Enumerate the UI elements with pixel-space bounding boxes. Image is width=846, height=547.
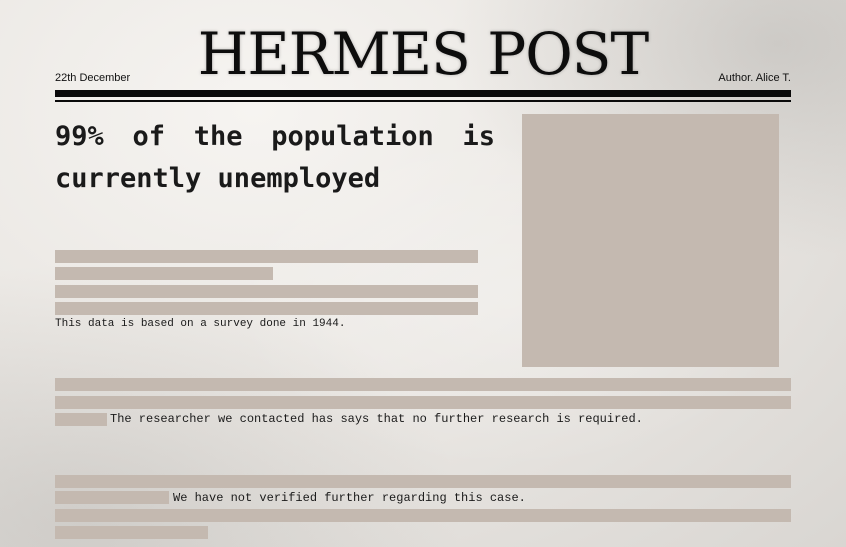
redacted-line	[55, 285, 478, 298]
newspaper-masthead: HERMES POST	[197, 20, 649, 88]
redacted-line	[55, 475, 791, 488]
redacted-line	[55, 413, 107, 426]
issue-date: 22th December	[55, 72, 131, 84]
verification-note: We have not verified further regarding t…	[173, 491, 526, 505]
redacted-line	[55, 491, 169, 504]
redacted-line	[55, 509, 791, 522]
researcher-note: The researcher we contacted has says tha…	[110, 412, 643, 426]
redacted-line	[55, 302, 478, 315]
survey-note: This data is based on a survey done in 1…	[55, 318, 346, 330]
redacted-line	[55, 526, 208, 539]
author-credit: Author. Alice T.	[718, 72, 791, 84]
masthead-rule-thin	[55, 100, 791, 102]
photo-placeholder	[522, 114, 779, 367]
redacted-line	[55, 396, 791, 409]
article-headline: 99% of the population is currently unemp…	[55, 121, 495, 194]
redacted-line	[55, 250, 478, 263]
redacted-line	[55, 267, 273, 280]
masthead-rule-thick	[55, 90, 791, 97]
redacted-line	[55, 378, 791, 391]
